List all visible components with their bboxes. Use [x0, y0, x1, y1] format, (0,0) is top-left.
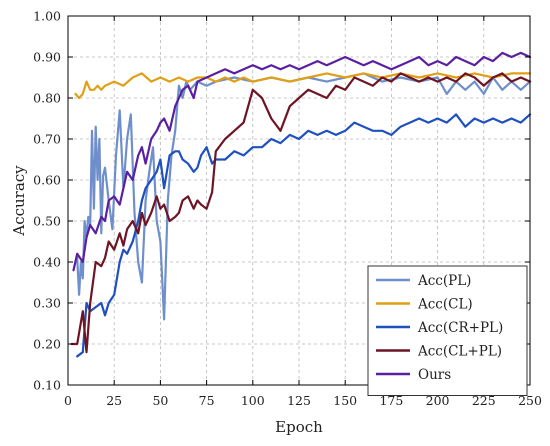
- x-tick-label: 75: [199, 393, 215, 408]
- legend-label: Acc(CL+PL): [417, 344, 502, 360]
- y-tick-label: 1.00: [33, 9, 61, 24]
- y-tick-label: 0.60: [33, 173, 61, 188]
- legend-label: Ours: [418, 367, 451, 383]
- series-layer: [70, 51, 532, 358]
- legend-label: Acc(PL): [417, 273, 471, 289]
- series-line-1: [76, 72, 532, 321]
- x-tick-label: 125: [287, 393, 311, 408]
- x-tick-label: 175: [379, 393, 403, 408]
- y-tick-label: 0.50: [33, 214, 61, 229]
- legend-label: Acc(CL): [417, 297, 473, 313]
- x-tick-labels: 0 25 50 75 100 125 150 175 200 225 250: [64, 393, 542, 408]
- y-tick-label: 0.10: [33, 378, 61, 393]
- x-tick-label: 25: [106, 393, 122, 408]
- y-tick-label: 0.70: [33, 132, 61, 147]
- series-line-3: [76, 113, 532, 358]
- x-tick-label: 50: [152, 393, 168, 408]
- legend-label: Acc(CR+PL): [417, 320, 503, 336]
- y-tick-label: 0.30: [33, 296, 61, 311]
- y-tick-label: 0.40: [33, 255, 61, 270]
- x-axis-title: Epoch: [275, 418, 323, 436]
- series-line-2: [74, 72, 532, 100]
- x-tick-label: 225: [472, 393, 496, 408]
- x-tick-label: 150: [333, 393, 357, 408]
- y-tick-label: 0.80: [33, 91, 61, 106]
- x-tick-label: 250: [518, 393, 542, 408]
- x-tick-label: 200: [426, 393, 450, 408]
- y-tick-label: 0.90: [33, 50, 61, 65]
- x-tick-label: 0: [64, 393, 72, 408]
- y-tick-label: 0.20: [33, 337, 61, 352]
- y-tick-labels: 0.10 0.20 0.30 0.40 0.50 0.60 0.70 0.80 0.90 1.00: [33, 9, 61, 393]
- legend: Acc(PL) Acc(CL) Acc(CR+PL) Acc(CL+PL) Ours: [367, 265, 528, 396]
- x-tick-label: 100: [241, 393, 265, 408]
- series-line-5: [72, 51, 532, 272]
- y-axis-title: Accuracy: [10, 165, 28, 237]
- series-line-4: [70, 72, 532, 354]
